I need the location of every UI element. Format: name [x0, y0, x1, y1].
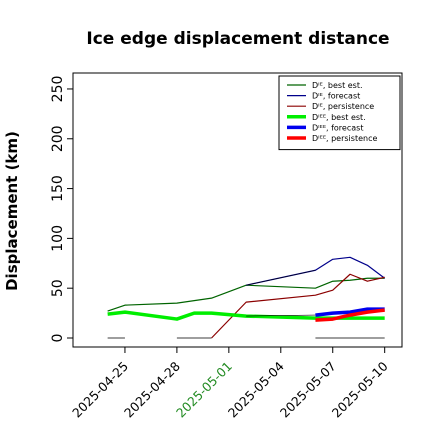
chart-title: Ice edge displacement distance	[86, 29, 389, 49]
y-axis: 0 50 100 150 200 250	[50, 76, 73, 343]
series-line	[211, 273, 385, 339]
series-line	[246, 269, 316, 286]
legend-label: Dᴵᴱᴱ, forecast	[312, 123, 363, 132]
series-line	[315, 307, 385, 317]
legend-label: Dᴵᴱ, forecast	[312, 92, 360, 101]
y-tick-label: 250	[50, 76, 66, 103]
y-tick-label: 50	[50, 279, 66, 297]
series-layer	[107, 256, 386, 339]
series-line	[246, 314, 316, 317]
series-line	[107, 277, 385, 312]
series-line	[315, 308, 385, 322]
x-axis: 2025-04-252025-04-282025-05-012025-05-04…	[69, 347, 391, 420]
legend-label: Dᴵᴱᴱ, persistence	[312, 134, 377, 143]
legend-label: Dᴵᴱᴱ, best est.	[312, 113, 366, 122]
y-tick-label: 0	[50, 334, 66, 343]
y-tick-label: 100	[50, 225, 66, 252]
legend-label: Dᴵᴱ, best est.	[312, 81, 363, 90]
legend-label: Dᴵᴱ, persistence	[312, 102, 374, 111]
y-tick-label: 150	[50, 175, 66, 202]
y-tick-label: 200	[50, 125, 66, 152]
x-tick-label: 2025-05-10	[329, 358, 391, 420]
plot-frame	[72, 72, 403, 348]
y-axis-label: Displacement (km)	[3, 131, 21, 291]
